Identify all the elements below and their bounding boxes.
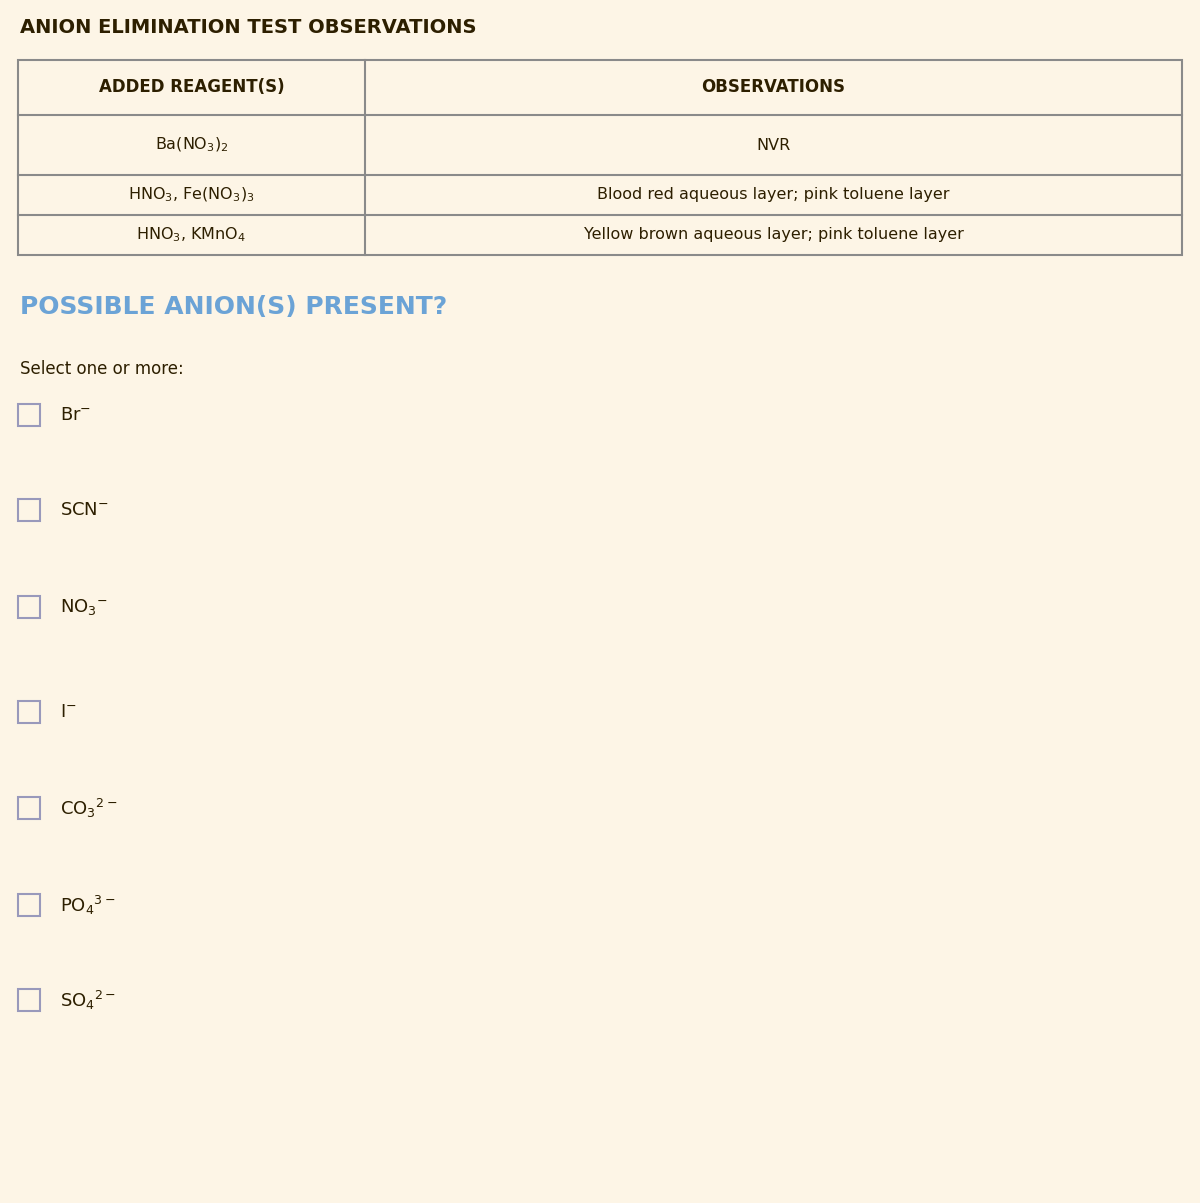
Text: Br$^{-}$: Br$^{-}$ — [60, 405, 91, 423]
Bar — [18, 894, 40, 915]
Text: Blood red aqueous layer; pink toluene layer: Blood red aqueous layer; pink toluene la… — [598, 188, 949, 202]
Text: I$^{-}$: I$^{-}$ — [60, 703, 77, 721]
Text: SO$_4$$^{2-}$: SO$_4$$^{2-}$ — [60, 989, 116, 1012]
Bar — [18, 701, 40, 723]
Text: NVR: NVR — [756, 137, 791, 153]
Text: POSSIBLE ANION(S) PRESENT?: POSSIBLE ANION(S) PRESENT? — [20, 295, 448, 319]
Text: SCN$^{-}$: SCN$^{-}$ — [60, 500, 109, 518]
Text: CO$_3$$^{2-}$: CO$_3$$^{2-}$ — [60, 796, 118, 819]
Text: Ba(NO$_3$)$_2$: Ba(NO$_3$)$_2$ — [155, 136, 228, 154]
Bar — [18, 499, 40, 521]
Text: NO$_3$$^{-}$: NO$_3$$^{-}$ — [60, 597, 108, 617]
Bar — [18, 798, 40, 819]
Text: HNO$_3$, KMnO$_4$: HNO$_3$, KMnO$_4$ — [137, 226, 246, 244]
Text: OBSERVATIONS: OBSERVATIONS — [702, 78, 846, 96]
Text: Yellow brown aqueous layer; pink toluene layer: Yellow brown aqueous layer; pink toluene… — [583, 227, 964, 243]
Bar — [18, 595, 40, 618]
Bar — [18, 989, 40, 1011]
Text: PO$_4$$^{3-}$: PO$_4$$^{3-}$ — [60, 894, 115, 917]
Bar — [18, 404, 40, 426]
Text: ANION ELIMINATION TEST OBSERVATIONS: ANION ELIMINATION TEST OBSERVATIONS — [20, 18, 476, 37]
Bar — [18, 60, 1182, 255]
Text: Select one or more:: Select one or more: — [20, 360, 184, 378]
Text: ADDED REAGENT(S): ADDED REAGENT(S) — [98, 78, 284, 96]
Text: HNO$_3$, Fe(NO$_3$)$_3$: HNO$_3$, Fe(NO$_3$)$_3$ — [128, 185, 254, 205]
